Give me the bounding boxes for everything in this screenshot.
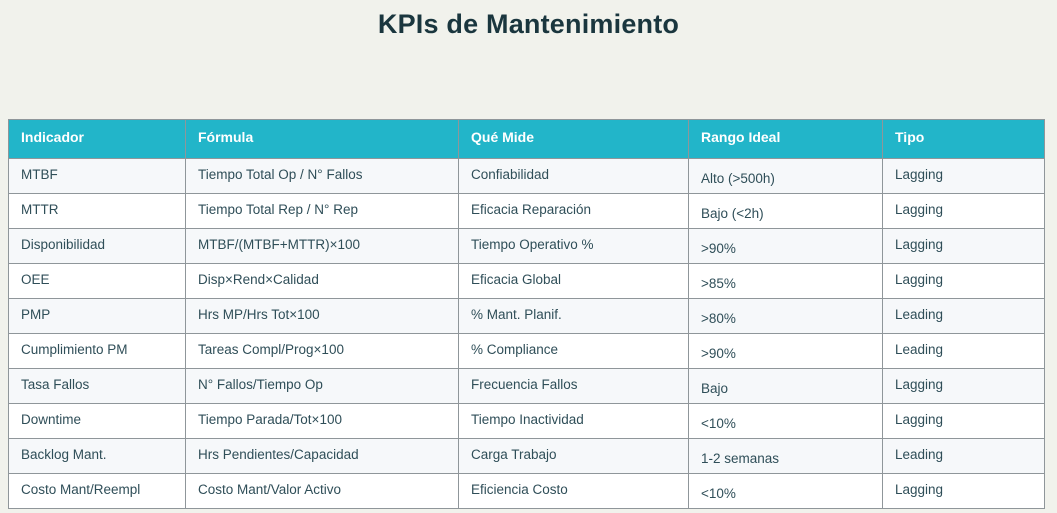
cell-rango-ideal: >85% (688, 263, 883, 299)
cell-indicador: MTTR (8, 193, 186, 229)
table-row: Costo Mant/Reempl Costo Mant/Valor Activ… (8, 473, 1045, 509)
cell-rango-ideal: Bajo (688, 368, 883, 404)
cell-formula: Tiempo Parada/Tot×100 (185, 403, 459, 439)
cell-tipo: Leading (882, 333, 1045, 369)
cell-indicador: PMP (8, 298, 186, 334)
cell-tipo: Leading (882, 438, 1045, 474)
cell-que-mide: Confiabilidad (458, 158, 689, 194)
cell-que-mide: % Mant. Planif. (458, 298, 689, 334)
cell-que-mide: Tiempo Operativo % (458, 228, 689, 264)
cell-que-mide: % Compliance (458, 333, 689, 369)
cell-rango-ideal: >90% (688, 228, 883, 264)
table-row: Downtime Tiempo Parada/Tot×100 Tiempo In… (8, 403, 1045, 439)
table-body: MTBF Tiempo Total Op / N° Fallos Confiab… (8, 158, 1045, 509)
cell-indicador: Backlog Mant. (8, 438, 186, 474)
column-header-que-mide: Qué Mide (458, 119, 689, 159)
page-title: KPIs de Mantenimiento (377, 9, 680, 39)
cell-indicador: OEE (8, 263, 186, 299)
table-row: MTBF Tiempo Total Op / N° Fallos Confiab… (8, 158, 1045, 194)
cell-formula: MTBF/(MTBF+MTTR)×100 (185, 228, 459, 264)
cell-indicador: Downtime (8, 403, 186, 439)
cell-rango-ideal: 1-2 semanas (688, 438, 883, 474)
cell-que-mide: Eficacia Reparación (458, 193, 689, 229)
cell-tipo: Lagging (882, 193, 1045, 229)
cell-rango-ideal: Alto (>500h) (688, 158, 883, 194)
table-row: Backlog Mant. Hrs Pendientes/Capacidad C… (8, 438, 1045, 474)
header-row: Indicador Fórmula Qué Mide Rango Ideal T… (8, 119, 1045, 159)
cell-rango-ideal: <10% (688, 473, 883, 509)
cell-formula: Hrs MP/Hrs Tot×100 (185, 298, 459, 334)
cell-tipo: Lagging (882, 473, 1045, 509)
table-row: PMP Hrs MP/Hrs Tot×100 % Mant. Planif. >… (8, 298, 1045, 334)
table-header: Indicador Fórmula Qué Mide Rango Ideal T… (8, 119, 1045, 159)
column-header-tipo: Tipo (882, 119, 1045, 159)
cell-tipo: Lagging (882, 228, 1045, 264)
cell-que-mide: Frecuencia Fallos (458, 368, 689, 404)
cell-rango-ideal: >80% (688, 298, 883, 334)
cell-tipo: Lagging (882, 403, 1045, 439)
cell-que-mide: Eficiencia Costo (458, 473, 689, 509)
cell-formula: Tiempo Total Op / N° Fallos (185, 158, 459, 194)
column-header-rango-ideal: Rango Ideal (688, 119, 883, 159)
cell-rango-ideal: <10% (688, 403, 883, 439)
table-row: MTTR Tiempo Total Rep / N° Rep Eficacia … (8, 193, 1045, 229)
table-row: OEE Disp×Rend×Calidad Eficacia Global >8… (8, 263, 1045, 299)
cell-formula: Costo Mant/Valor Activo (185, 473, 459, 509)
cell-tipo: Leading (882, 298, 1045, 334)
cell-que-mide: Carga Trabajo (458, 438, 689, 474)
cell-formula: Tareas Compl/Prog×100 (185, 333, 459, 369)
cell-formula: N° Fallos/Tiempo Op (185, 368, 459, 404)
cell-indicador: Tasa Fallos (8, 368, 186, 404)
cell-formula: Hrs Pendientes/Capacidad (185, 438, 459, 474)
cell-que-mide: Eficacia Global (458, 263, 689, 299)
table-row: Tasa Fallos N° Fallos/Tiempo Op Frecuenc… (8, 368, 1045, 404)
cell-tipo: Lagging (882, 158, 1045, 194)
cell-rango-ideal: >90% (688, 333, 883, 369)
kpi-table: Indicador Fórmula Qué Mide Rango Ideal T… (8, 119, 1045, 509)
cell-que-mide: Tiempo Inactividad (458, 403, 689, 439)
cell-formula: Disp×Rend×Calidad (185, 263, 459, 299)
cell-indicador: MTBF (8, 158, 186, 194)
cell-indicador: Cumplimiento PM (8, 333, 186, 369)
cell-tipo: Lagging (882, 368, 1045, 404)
cell-indicador: Costo Mant/Reempl (8, 473, 186, 509)
cell-formula: Tiempo Total Rep / N° Rep (185, 193, 459, 229)
cell-tipo: Lagging (882, 263, 1045, 299)
column-header-indicador: Indicador (8, 119, 186, 159)
cell-rango-ideal: Bajo (<2h) (688, 193, 883, 229)
cell-indicador: Disponibilidad (8, 228, 186, 264)
table-row: Disponibilidad MTBF/(MTBF+MTTR)×100 Tiem… (8, 228, 1045, 264)
column-header-formula: Fórmula (185, 119, 459, 159)
table-row: Cumplimiento PM Tareas Compl/Prog×100 % … (8, 333, 1045, 369)
